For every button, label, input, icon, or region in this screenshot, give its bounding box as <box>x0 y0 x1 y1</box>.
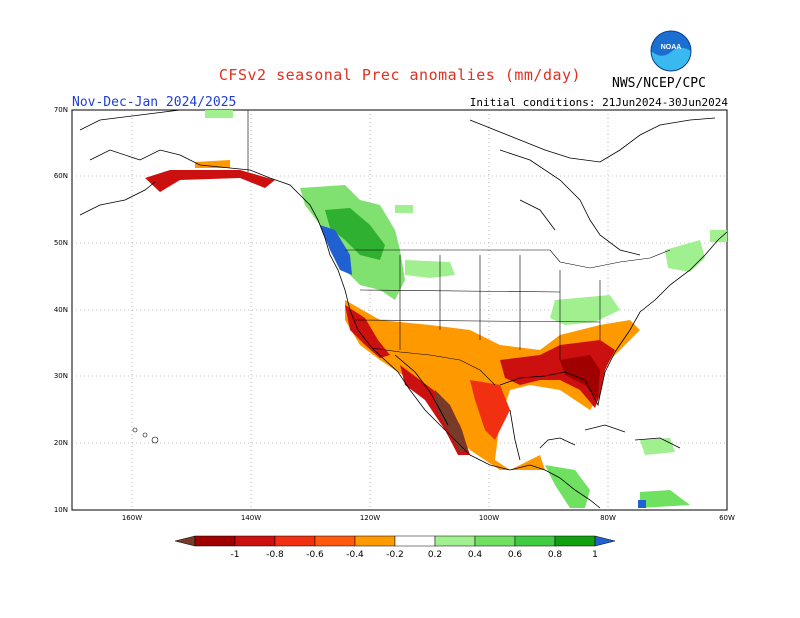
lon-tick-label: 60W <box>719 514 735 522</box>
brown-anomaly-mexico <box>435 390 468 452</box>
lon-tick-label: 100W <box>479 514 499 522</box>
green-anomaly-hispaniola <box>640 438 675 455</box>
hawaii-islands <box>132 427 159 444</box>
colorbar-arrow-left <box>174 535 196 547</box>
red-anomaly-texas <box>470 380 510 440</box>
lat-tick-label: 50N <box>54 239 68 247</box>
initial-conditions-label: Initial conditions: 21Jun2024-30Jun2024 <box>469 96 728 109</box>
red-anomaly-california <box>345 305 390 358</box>
lon-tick-label: 140W <box>241 514 261 522</box>
lon-tick-label: 80W <box>600 514 616 522</box>
orange-anomaly-alaska <box>195 160 230 168</box>
colorbar-swatch <box>434 535 476 547</box>
colorbar-swatch <box>474 535 516 547</box>
logo-text: NOAA <box>661 44 682 51</box>
colorbar-arrow-right <box>594 535 616 547</box>
lat-tick-label: 40N <box>54 306 68 314</box>
green-anomaly-ohio-valley <box>550 295 620 325</box>
colorbar-label: -0.8 <box>266 550 284 560</box>
agency-label: NWS/NCEP/CPC <box>612 76 706 91</box>
colorbar-swatch <box>514 535 556 547</box>
noaa-logo-icon: NOAA <box>650 30 692 72</box>
colorbar: -1 -0.8 -0.6 -0.4 -0.2 0.2 0.4 0.6 0.8 1 <box>174 535 616 560</box>
map-title: CFSv2 seasonal Prec anomalies (mm/day) <box>218 66 582 84</box>
lat-tick-label: 20N <box>54 439 68 447</box>
colorbar-swatch <box>354 535 396 547</box>
blue-anomaly-pnw <box>320 225 352 275</box>
colorbar-swatch <box>194 535 236 547</box>
green-anomaly-caribbean <box>640 490 690 508</box>
colorbar-label: 1 <box>592 550 598 560</box>
political-borders <box>247 110 671 386</box>
lat-tick-label: 10N <box>54 506 68 514</box>
blue-anomaly-caribbean <box>638 500 646 508</box>
colorbar-label: -0.2 <box>386 550 404 560</box>
colorbar-label: 0.8 <box>548 550 563 560</box>
red-anomaly-alaska <box>145 170 275 192</box>
latitude-labels: 70N 60N 50N 40N 30N 20N 10N <box>54 106 68 514</box>
lat-tick-label: 60N <box>54 172 68 180</box>
coastlines <box>79 109 728 509</box>
colorbar-swatch <box>394 535 436 547</box>
colorbar-label: -1 <box>231 550 240 560</box>
green-anomaly-northeast <box>665 240 705 272</box>
colorbar-swatch <box>554 535 596 547</box>
colorbar-swatch <box>274 535 316 547</box>
colorbar-swatch <box>314 535 356 547</box>
colorbar-label: -0.6 <box>306 550 324 560</box>
green-anomaly-plains <box>405 260 455 278</box>
colorbar-swatch <box>234 535 276 547</box>
darkgreen-anomaly-pnw <box>325 208 385 260</box>
lon-tick-label: 160W <box>122 514 142 522</box>
lat-tick-label: 70N <box>54 106 68 114</box>
lon-tick-label: 120W <box>360 514 380 522</box>
season-label: Nov-Dec-Jan 2024/2025 <box>72 95 237 110</box>
colorbar-label: 0.6 <box>508 550 523 560</box>
green-anomaly-alaska <box>205 110 233 118</box>
lat-tick-label: 30N <box>54 372 68 380</box>
longitude-labels: 160W 140W 120W 100W 80W 60W <box>122 514 735 522</box>
colorbar-label: 0.4 <box>468 550 483 560</box>
colorbar-label: -0.4 <box>346 550 364 560</box>
colorbar-label: 0.2 <box>428 550 442 560</box>
green-anomaly-canada <box>395 205 413 213</box>
green-anomaly-labrador <box>710 230 727 242</box>
